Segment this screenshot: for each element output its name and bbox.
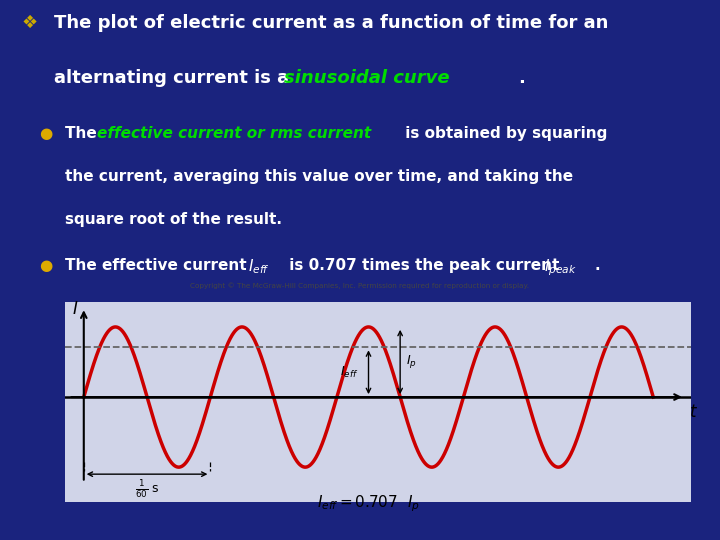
Text: ●: ● [40, 258, 53, 273]
Text: ❖: ❖ [22, 14, 37, 32]
Text: $I_p$: $I_p$ [407, 354, 418, 370]
Text: $\frac{1}{60}$ s: $\frac{1}{60}$ s [135, 478, 159, 500]
Text: $I_{peak}$: $I_{peak}$ [544, 258, 577, 278]
Text: square root of the result.: square root of the result. [65, 212, 282, 227]
Text: .: . [518, 69, 526, 87]
Text: ●: ● [40, 126, 53, 141]
Text: Copyright © The McGraw-Hill Companies, Inc. Permission required for reproduction: Copyright © The McGraw-Hill Companies, I… [191, 282, 529, 288]
Text: alternating current is a: alternating current is a [54, 69, 295, 87]
Text: The effective current: The effective current [65, 258, 252, 273]
Text: effective current or rms current: effective current or rms current [97, 126, 372, 141]
Text: The: The [65, 126, 102, 141]
Text: $I_{eff} = 0.707\ \ I_p$: $I_{eff} = 0.707\ \ I_p$ [317, 494, 420, 515]
Text: $t$: $t$ [688, 403, 698, 421]
Text: $I_{eff}$: $I_{eff}$ [248, 258, 270, 276]
Text: is obtained by squaring: is obtained by squaring [400, 126, 607, 141]
Text: the current, averaging this value over time, and taking the: the current, averaging this value over t… [65, 169, 573, 184]
Text: $I_{eff}$: $I_{eff}$ [340, 364, 359, 380]
Text: is 0.707 times the peak current: is 0.707 times the peak current [284, 258, 565, 273]
Text: .: . [594, 258, 600, 273]
Text: sinusoidal curve: sinusoidal curve [284, 69, 450, 87]
Text: $I$: $I$ [72, 300, 78, 319]
Text: The plot of electric current as a function of time for an: The plot of electric current as a functi… [54, 14, 608, 32]
